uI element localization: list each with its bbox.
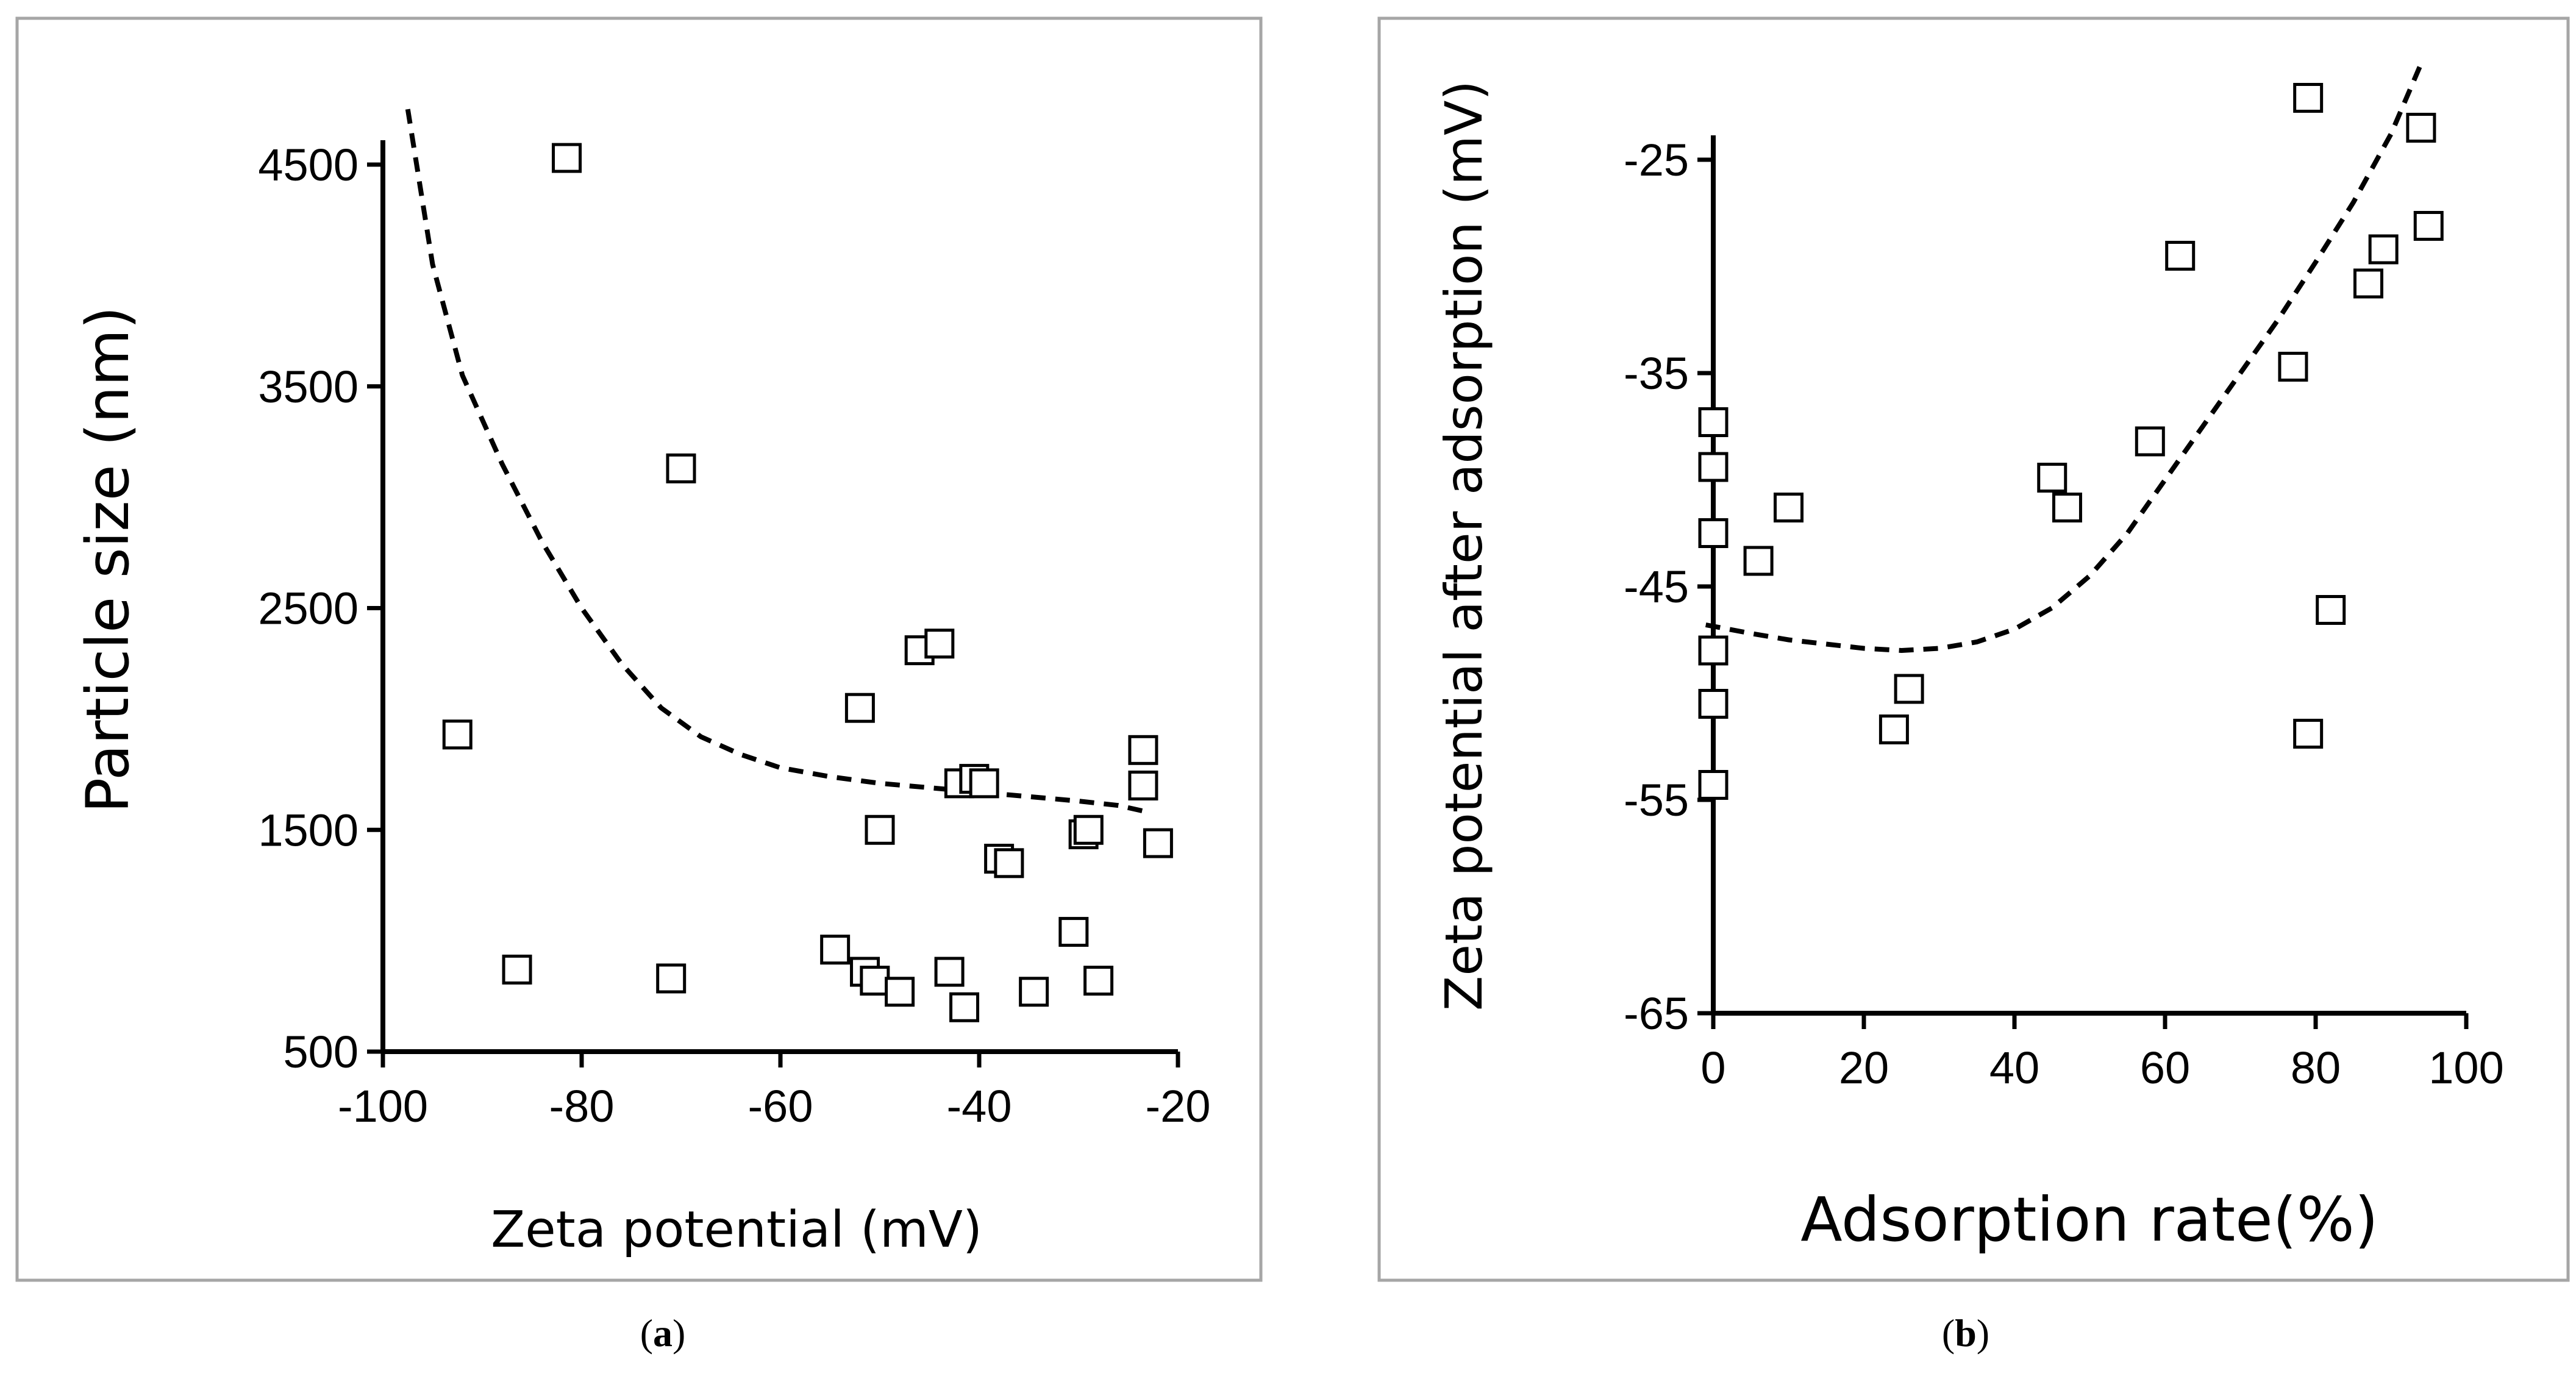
data-point [949, 992, 980, 1022]
data-point [1128, 771, 1158, 800]
data-point [2316, 595, 2346, 625]
x-tick-label: -80 [549, 1081, 615, 1131]
data-point [2353, 268, 2383, 299]
data-point [2165, 241, 2196, 271]
data-point [865, 814, 895, 845]
data-point [844, 693, 875, 723]
data-point [2368, 234, 2399, 265]
data-point [1698, 770, 1729, 800]
data-point [502, 954, 532, 985]
data-point [1019, 977, 1049, 1007]
panel-b-frame [1377, 16, 2570, 1282]
y-tick-label: 500 [284, 1027, 359, 1077]
panel-a-caption-letter: a [653, 1311, 673, 1355]
y-tick-label: -35 [1624, 348, 1689, 399]
data-point [885, 977, 915, 1007]
data-point [1143, 828, 1173, 858]
x-tick-label: 80 [2291, 1042, 2341, 1093]
x-tick-label: -40 [947, 1081, 1012, 1131]
x-tick-label: -100 [338, 1081, 428, 1131]
data-point [666, 453, 696, 483]
y-tick-label: -55 [1624, 775, 1689, 825]
data-point [1083, 966, 1114, 996]
x-axis-title: Zeta potential (mV) [491, 1201, 982, 1259]
trend-line [1705, 62, 2424, 654]
data-point [2135, 426, 2165, 457]
x-tick-label: 100 [2428, 1042, 2503, 1093]
data-point [1878, 714, 1909, 744]
panel-b-chart: -65 -55 -45 -35 -25 0 20 40 60 80 100 Adsorption ra… [1434, 62, 2504, 1255]
panel-a-chart: 500 1500 2500 3500 4500 -100 -80 -60 -40 -20 Zeta … [74, 109, 1210, 1259]
data-point [2278, 352, 2308, 382]
data-point [860, 966, 890, 996]
y-tick-label: -45 [1624, 561, 1689, 612]
x-axis-title: Adsorption rate(%) [1800, 1184, 2378, 1255]
y-tick-label: -65 [1624, 988, 1689, 1039]
x-tick-label: 0 [1700, 1042, 1725, 1093]
y-axis-title: Particle size (nm) [74, 306, 142, 813]
data-point [1128, 735, 1158, 765]
data-point [2052, 493, 2082, 522]
data-point [442, 719, 473, 750]
data-point [1698, 407, 1729, 437]
data-point [2037, 463, 2068, 493]
panel-a-caption: (a) [640, 1311, 686, 1355]
data-point [1698, 518, 1729, 548]
y-tick-label: 3500 [258, 362, 359, 412]
data-point [1698, 452, 1729, 482]
y-tick-label: 2500 [258, 583, 359, 634]
data-point [1894, 674, 1924, 704]
data-point [2293, 719, 2324, 749]
y-axis-title: Zeta potential after adsorption (mV) [1434, 80, 1494, 1011]
data-point [934, 957, 965, 987]
trend-line [405, 109, 1149, 815]
data-point [1698, 689, 1729, 719]
data-point [552, 143, 582, 173]
data-point [969, 768, 999, 799]
data-point [1698, 635, 1729, 666]
x-tick-label: 60 [2140, 1042, 2190, 1093]
y-tick-label: 1500 [258, 805, 359, 855]
x-tick-label: 20 [1839, 1042, 1889, 1093]
x-tick-label: -60 [748, 1081, 813, 1131]
data-point [1774, 493, 1804, 522]
data-point [820, 935, 851, 965]
x-tick-label: -20 [1146, 1081, 1211, 1131]
panel-b-caption: (b) [1941, 1311, 1990, 1355]
data-point [994, 848, 1024, 878]
y-tick-label: 4500 [258, 140, 359, 190]
panel-a-frame [15, 16, 1263, 1282]
data-point [2406, 113, 2436, 143]
data-point [1058, 917, 1089, 947]
panel-b-caption-letter: b [1955, 1311, 1977, 1355]
data-point [1073, 814, 1104, 845]
data-point [2413, 211, 2444, 241]
y-tick-label: -25 [1624, 135, 1689, 185]
data-point [2293, 83, 2324, 113]
data-point [924, 629, 955, 659]
data-point [656, 963, 687, 994]
data-point [1743, 546, 1774, 576]
x-tick-label: 40 [1989, 1042, 2039, 1093]
